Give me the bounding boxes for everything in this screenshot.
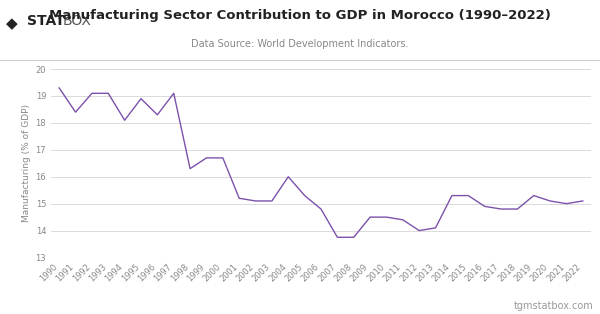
- Text: STAT: STAT: [27, 14, 65, 28]
- Text: Data Source: World Development Indicators.: Data Source: World Development Indicator…: [191, 39, 409, 49]
- Text: tgmstatbox.com: tgmstatbox.com: [514, 301, 594, 311]
- Text: Manufacturing Sector Contribution to GDP in Morocco (1990–2022): Manufacturing Sector Contribution to GDP…: [49, 9, 551, 22]
- Text: BOX: BOX: [63, 14, 92, 28]
- Y-axis label: Manufacturing (% of GDP): Manufacturing (% of GDP): [22, 104, 31, 222]
- Text: ◆: ◆: [6, 16, 18, 31]
